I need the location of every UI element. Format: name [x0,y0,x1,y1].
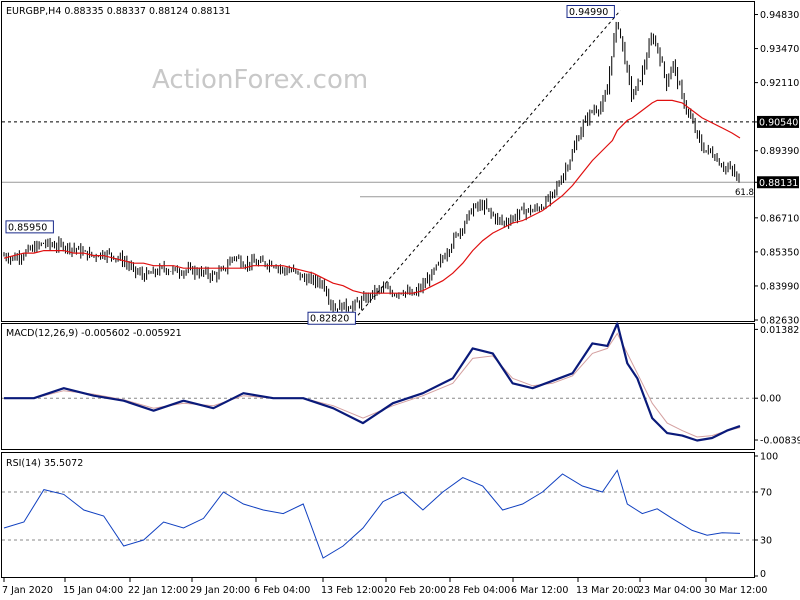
time-axis-label: 28 Feb 04:00 [448,585,510,596]
annotation-high-mar: 0.94990 [566,5,615,19]
annotation-box [5,220,54,234]
macd-line [4,322,741,442]
annotation-box [566,5,615,19]
annotation-text: 0.82820 [310,314,349,325]
rsi-axis-label: 70 [760,488,772,499]
time-axis-label: 6 Mar 12:00 [511,585,568,596]
price-axis-label: 0.89390 [760,146,799,157]
current-price-box [757,176,799,189]
price-axis-label: 0.93470 [760,44,799,55]
annotation-text: 0.85950 [8,222,47,233]
moving-average-line [3,99,741,294]
annotation-high-jan: 0.85950 [5,220,54,234]
macd-axis-label: -0.008397 [760,436,800,447]
rsi-axis-label: 0 [760,569,766,580]
rsi-panel [1,452,755,578]
time-axis-label: 22 Jan 12:00 [128,585,188,596]
time-axis-label: 7 Jan 2020 [2,585,53,596]
price-axis-label: 0.83990 [760,281,799,292]
time-axis-label: 20 Feb 20:00 [384,585,446,596]
price-panel [1,1,755,322]
fibonacci-line [357,10,621,316]
rsi-axis-label: 100 [760,452,778,463]
time-axis-label: 15 Jan 04:00 [63,585,123,596]
macd-axis-label: 0.00 [760,394,781,405]
price-series: 0.85950 0.82820 0.94990 61.8 [2,5,754,325]
macd-series [2,322,754,442]
macd-panel [1,323,755,450]
price-axis-label: 0.85350 [760,247,799,258]
rsi-line [3,469,741,559]
macd-title: MACD(12,26,9) -0.005602 -0.005921 [6,328,182,339]
current-price-label: 0.88131 [759,178,798,189]
time-axis-label: 6 Feb 04:00 [254,585,310,596]
rsi-axis-label: 30 [760,536,772,547]
annotation-text: 0.94990 [569,7,608,18]
fib-61-8-label: 61.8 [735,188,754,198]
time-axis-label: 30 Mar 12:00 [704,585,767,596]
time-axis-label: 29 Jan 20:00 [190,585,250,596]
price-axis-label: 0.82630 [760,316,799,327]
annotation-low-feb: 0.82820 [307,311,356,325]
annotation-box [307,311,356,325]
watermark: ActionForex.com [152,65,368,95]
time-axis-label: 23 Mar 04:00 [638,585,701,596]
level-price-box [757,115,799,128]
level-price-label: 0.90540 [759,117,798,128]
price-title: EURGBP,H4 0.88335 0.88337 0.88124 0.8813… [6,6,231,17]
price-axis-label: 0.86710 [760,213,799,224]
rsi-title: RSI(14) 35.5072 [6,458,83,469]
time-axis-label: 13 Feb 12:00 [321,585,383,596]
time-axis-label: 13 Mar 20:00 [576,585,639,596]
price-axis-label: 0.94830 [760,10,799,21]
macd-axis-label: 0.013821 [760,325,800,336]
price-axis-label: 0.92110 [760,78,799,89]
axes: 0.82630 0.83990 0.85350 0.86710 0.88131 0.893… [2,10,800,596]
rsi-series [2,469,754,559]
